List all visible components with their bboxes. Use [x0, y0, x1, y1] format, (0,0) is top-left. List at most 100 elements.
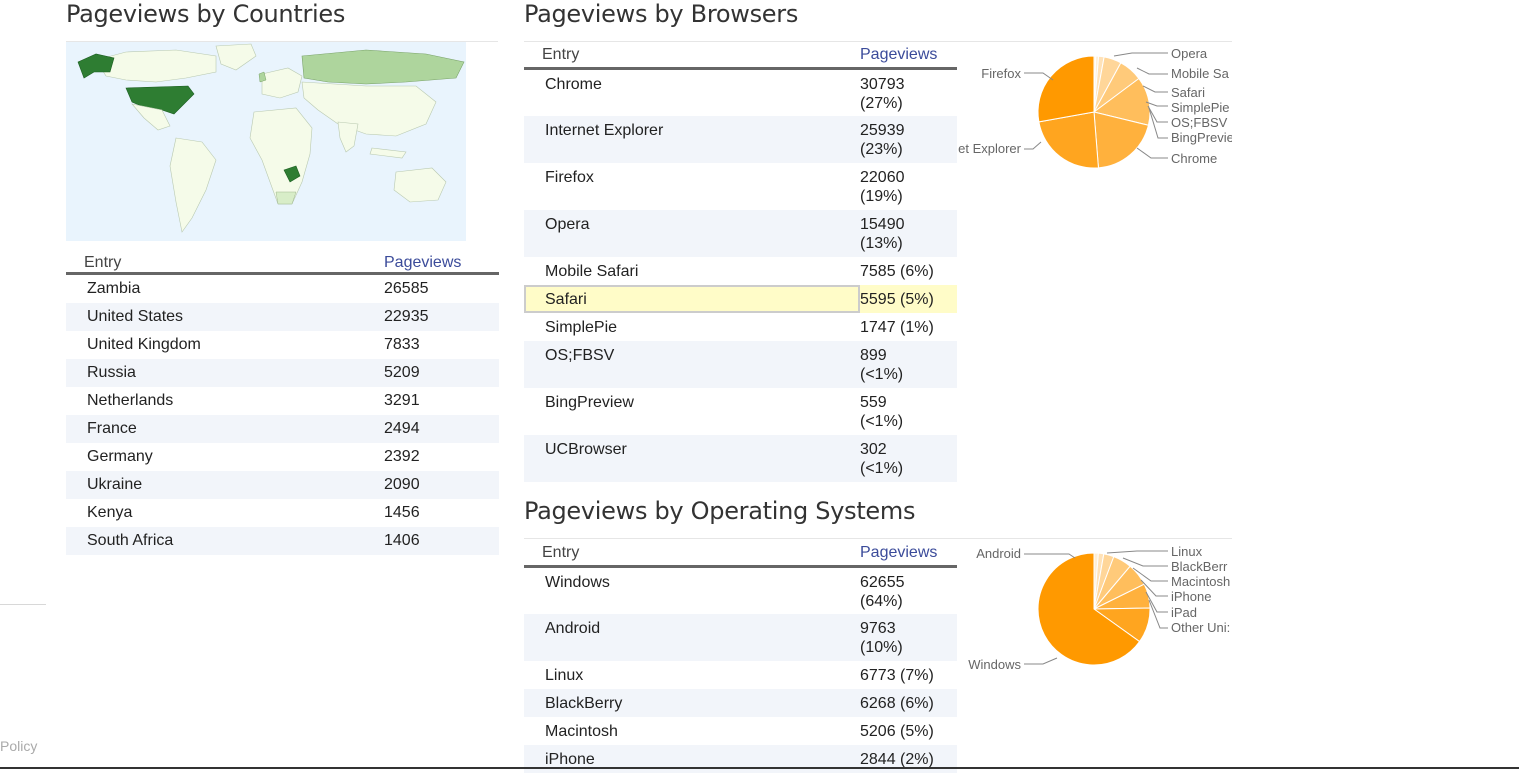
map-south-africa	[275, 191, 297, 205]
countries-entry-label: Ukraine	[87, 476, 143, 493]
os-row[interactable]: Linux 6773 (7%)	[524, 661, 957, 689]
browsers-row[interactable]: BingPreview 559 (<1%)	[524, 388, 957, 435]
browsers-row[interactable]: Opera 15490 (13%)	[524, 209, 957, 257]
pie-slice-chrome[interactable]	[1037, 55, 1095, 123]
os-header-row: Entry Pageviews	[524, 540, 957, 567]
countries-row[interactable]: United States 22935	[66, 303, 499, 331]
os-row[interactable]: BlackBerry 6268 (6%)	[524, 688, 957, 717]
countries-row[interactable]: Netherlands 3291	[66, 387, 499, 415]
countries-row[interactable]: United Kingdom 7833	[66, 331, 499, 359]
pie-slice-firefox[interactable]	[1093, 111, 1150, 169]
pie-leader-line	[1148, 107, 1168, 139]
pie-leader-line	[1136, 147, 1168, 159]
countries-entry-label: Russia	[87, 364, 136, 381]
os-pie-chart[interactable]: Linux BlackBerr Macintosh iPhone iPad Other U…	[957, 540, 1232, 675]
map-usa	[125, 85, 195, 115]
pie-slice-windows[interactable]	[1037, 552, 1141, 666]
pie-label-linux: Linux	[1171, 544, 1203, 559]
browsers-row[interactable]: SimplePie 1747 (1%)	[524, 313, 957, 341]
os-row[interactable]: Macintosh 5206 (5%)	[524, 717, 957, 745]
pie-label-mobile-safari: Mobile Sa	[1171, 66, 1230, 81]
countries-pageviews-value: 3291	[384, 392, 420, 409]
countries-entry-cell: South Africa	[66, 527, 384, 555]
countries-pageviews-cell: 1406	[384, 527, 499, 555]
pie-leader-line	[1024, 72, 1054, 81]
os-col-entry[interactable]: Entry	[542, 543, 580, 561]
countries-entry-cell: Kenya	[66, 499, 384, 527]
browsers-entry-label: Mobile Safari	[545, 262, 639, 280]
browsers-pageviews-cell: 302 (<1%)	[860, 434, 957, 482]
pie-leader-line	[1148, 599, 1168, 629]
browsers-col-entry[interactable]: Entry	[542, 45, 580, 63]
os-pageviews-percent: (10%)	[860, 638, 903, 656]
browsers-entry-cell: Chrome	[524, 69, 860, 116]
browsers-row[interactable]: Internet Explorer 25939 (23%)	[524, 115, 957, 163]
pie-label-safari: Safari	[1171, 85, 1205, 100]
countries-col-entry[interactable]: Entry	[84, 254, 122, 271]
pie-slice-internet-explorer[interactable]	[1038, 111, 1099, 169]
countries-row[interactable]: Russia 5209	[66, 359, 499, 387]
browsers-entry-cell: Safari	[524, 284, 860, 313]
countries-pageviews-value: 7833	[384, 336, 420, 353]
browsers-col-pageviews[interactable]: Pageviews	[860, 45, 938, 63]
countries-pageviews-value: 1456	[384, 504, 420, 521]
os-entry-label: Windows	[545, 574, 610, 591]
pie-leader-line	[1024, 553, 1076, 559]
pie-label-simplepie: SimplePie	[1171, 100, 1230, 115]
browsers-pageviews-cell: 559 (<1%)	[860, 388, 957, 435]
countries-entry-cell: Netherlands	[66, 387, 384, 415]
browsers-row[interactable]: Safari 5595 (5%)	[524, 284, 957, 313]
browsers-row[interactable]: UCBrowser 302 (<1%)	[524, 434, 957, 482]
os-entry-cell: Android	[524, 613, 860, 661]
os-col-pageviews[interactable]: Pageviews	[860, 543, 938, 561]
pie-label-iphone: iPhone	[1171, 589, 1211, 604]
map-south-america	[169, 137, 217, 233]
world-map[interactable]	[66, 42, 466, 241]
countries-pageviews-value: 1406	[384, 532, 420, 549]
pie-leader-line	[1140, 579, 1168, 597]
browsers-entry-label: OS;FBSV	[545, 346, 615, 364]
countries-row[interactable]: Zambia 26585	[66, 274, 499, 304]
world-map-svg	[77, 43, 465, 233]
map-africa	[249, 107, 313, 205]
countries-row[interactable]: Kenya 1456	[66, 499, 499, 527]
countries-col-pageviews[interactable]: Pageviews	[384, 254, 462, 271]
countries-row[interactable]: Ukraine 2090	[66, 471, 499, 499]
os-entry-label: Linux	[545, 666, 584, 684]
browsers-entry-cell: SimplePie	[524, 313, 860, 341]
pie-label-android: Android	[976, 546, 1021, 561]
os-entry-label: Macintosh	[545, 722, 618, 740]
countries-pageviews-cell: 1456	[384, 499, 499, 527]
os-row[interactable]: Windows 62655 (64%)	[524, 567, 957, 614]
countries-pageviews-value: 26585	[384, 280, 429, 297]
browsers-pageviews-count: 25939	[860, 121, 905, 139]
countries-row[interactable]: South Africa 1406	[66, 527, 499, 555]
countries-pageviews-value: 22935	[384, 308, 429, 325]
countries-pageviews-value: 5209	[384, 364, 420, 381]
os-pageviews-count: 6773 (7%)	[860, 666, 934, 684]
countries-row[interactable]: France 2494	[66, 415, 499, 443]
map-zambia	[283, 165, 301, 183]
browsers-pageviews-percent: (<1%)	[860, 459, 904, 477]
os-row[interactable]: Android 9763 (10%)	[524, 613, 957, 661]
countries-entry-cell: Russia	[66, 359, 384, 387]
countries-title-rule	[66, 41, 498, 42]
countries-entry-label: United States	[87, 308, 184, 325]
map-india	[337, 121, 359, 153]
browsers-row[interactable]: Firefox 22060 (19%)	[524, 163, 957, 210]
map-australia	[393, 167, 447, 203]
browsers-row[interactable]: Chrome 30793 (27%)	[524, 69, 957, 116]
browsers-row[interactable]: OS;FBSV 899 (<1%)	[524, 340, 957, 388]
countries-pageviews-cell: 2392	[384, 443, 499, 471]
browsers-row[interactable]: Mobile Safari 7585 (6%)	[524, 257, 957, 285]
countries-pageviews-value: 2392	[384, 448, 420, 465]
browsers-entry-label: Safari	[545, 290, 587, 308]
pie-label-ipad: iPad	[1171, 605, 1197, 620]
browsers-pageviews-cell: 5595 (5%)	[860, 284, 957, 313]
countries-row[interactable]: Germany 2392	[66, 443, 499, 471]
browsers-pageviews-count: 22060	[860, 168, 905, 186]
policy-link[interactable]: Policy	[0, 738, 38, 754]
pie-leader-line	[1136, 67, 1168, 75]
browsers-pie-chart[interactable]: Opera Mobile Sa Safari SimplePie OS;FBSV Bing…	[957, 42, 1232, 182]
pie-leader-line	[1106, 550, 1168, 554]
